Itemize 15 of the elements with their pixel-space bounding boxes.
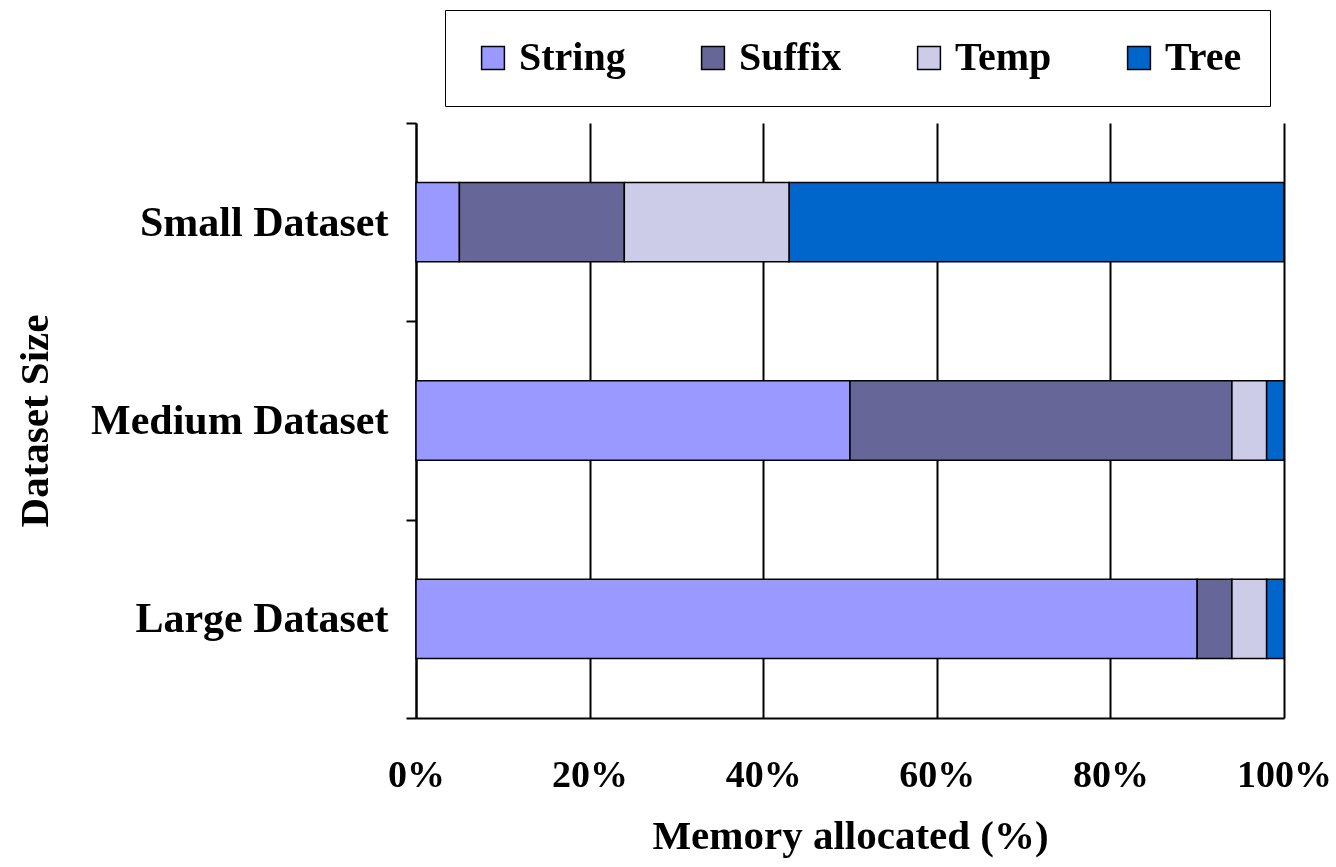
y-tick-label: Small Dataset bbox=[140, 198, 389, 245]
legend-label: Suffix bbox=[739, 34, 842, 79]
legend-label: Tree bbox=[1165, 34, 1242, 79]
x-tick-label: 80% bbox=[1072, 752, 1149, 795]
legend-label: String bbox=[519, 34, 626, 79]
x-tick-label: 20% bbox=[552, 752, 629, 795]
y-tick-label: Large Dataset bbox=[135, 595, 389, 642]
x-tick-label: 0% bbox=[388, 752, 445, 795]
y-axis-title: Dataset Size bbox=[10, 314, 57, 528]
legend-label: Temp bbox=[955, 34, 1052, 79]
x-tick-label: 40% bbox=[725, 752, 802, 795]
x-tick-label: 100% bbox=[1237, 752, 1332, 795]
x-axis-title: Memory allocated (%) bbox=[652, 811, 1049, 858]
y-tick-label: Medium Dataset bbox=[91, 397, 389, 443]
x-tick-label: 60% bbox=[899, 752, 976, 795]
